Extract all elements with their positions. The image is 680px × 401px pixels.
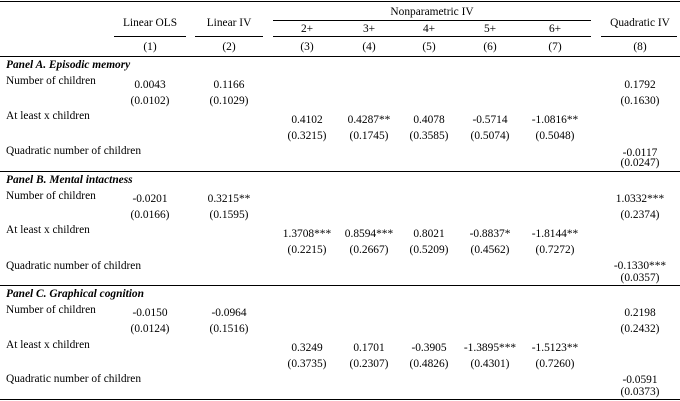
cell: 1.3708*** — [282, 228, 332, 240]
header-col8: Quadratic IV — [610, 17, 670, 29]
header-underline-sub — [273, 36, 591, 37]
cell-se: (0.0357) — [620, 272, 660, 284]
cell-se: (0.2307) — [349, 358, 389, 370]
cell: -0.3905 — [411, 342, 447, 354]
cell-se: (0.0124) — [130, 323, 170, 335]
header-underline-col8 — [601, 36, 677, 37]
panel-c-title: Panel C. Graphical cognition — [6, 288, 144, 300]
cell: -1.3895*** — [463, 342, 517, 354]
cell: 0.3249 — [291, 342, 323, 354]
cell: -0.0117 — [622, 147, 658, 159]
cell-se: (0.1630) — [620, 95, 660, 107]
cell-se: (0.2374) — [620, 209, 660, 221]
cell-se: (0.0102) — [130, 95, 170, 107]
cell-se: (0.4562) — [470, 244, 510, 256]
header-sub-2plus: 2+ — [300, 23, 314, 35]
header-num-8: (8) — [633, 41, 647, 53]
row-label: Number of children — [6, 75, 96, 87]
header-sub-4plus: 4+ — [422, 23, 436, 35]
cell-se: (0.1745) — [349, 130, 389, 142]
cell-se: (0.7272) — [535, 244, 575, 256]
cell-se: (0.3585) — [409, 130, 449, 142]
row-label: At least x children — [6, 110, 90, 122]
cell: 0.3215** — [207, 193, 251, 205]
cell: -1.0816** — [531, 114, 579, 126]
header-underline-col2 — [195, 36, 263, 37]
header-bottom-rule — [0, 56, 680, 57]
row-label: At least x children — [6, 224, 90, 236]
cell: 0.2198 — [624, 307, 656, 319]
row-label: Number of children — [6, 190, 96, 202]
cell-se: (0.1029) — [209, 95, 249, 107]
header-col1: Linear OLS — [122, 17, 178, 29]
cell: -0.1330*** — [613, 260, 667, 272]
cell: -1.8144** — [531, 228, 579, 240]
cell: -0.5714 — [472, 114, 508, 126]
header-underline-nonparametric — [273, 20, 591, 21]
header-num-7: (7) — [548, 41, 562, 53]
cell-se: (0.1595) — [209, 209, 249, 221]
cell-se: (0.2667) — [349, 244, 389, 256]
cell: 1.0332*** — [615, 193, 665, 205]
header-nonparametric: Nonparametric IV — [390, 6, 474, 18]
header-num-6: (6) — [483, 41, 497, 53]
row-label: Quadratic number of children — [6, 145, 142, 157]
header-num-5: (5) — [422, 41, 436, 53]
cell-se: (0.7260) — [535, 358, 575, 370]
cell-se: (0.2215) — [287, 244, 327, 256]
row-label: At least x children — [6, 339, 90, 351]
cell: 0.8021 — [413, 228, 445, 240]
panel-b-title: Panel B. Mental intactness — [6, 174, 133, 186]
cell: 0.8594*** — [344, 228, 394, 240]
cell-se: (0.0373) — [620, 386, 660, 398]
header-underline-col1 — [114, 36, 186, 37]
header-num-2: (2) — [222, 41, 236, 53]
cell-se: (0.0247) — [620, 157, 660, 169]
cell-se: (0.5048) — [535, 130, 575, 142]
cell-se: (0.5074) — [470, 130, 510, 142]
header-sub-3plus: 3+ — [362, 23, 376, 35]
cell-se: (0.3215) — [287, 130, 327, 142]
header-num-4: (4) — [362, 41, 376, 53]
header-sub-5plus: 5+ — [483, 23, 497, 35]
cell: -0.0150 — [132, 307, 168, 319]
cell-se: (0.3735) — [287, 358, 327, 370]
header-sub-6plus: 6+ — [548, 23, 562, 35]
cell-se: (0.2432) — [620, 323, 660, 335]
cell: 0.4287** — [347, 114, 391, 126]
cell-se: (0.1516) — [209, 323, 249, 335]
cell-se: (0.5209) — [409, 244, 449, 256]
header-num-1: (1) — [143, 41, 157, 53]
cell: 0.4078 — [413, 114, 445, 126]
panel-separator-c — [0, 285, 680, 286]
row-label: Quadratic number of children — [6, 260, 142, 272]
panel-a-title: Panel A. Episodic memory — [6, 59, 131, 71]
cell: 0.0043 — [134, 79, 166, 91]
cell: -0.0964 — [211, 307, 247, 319]
top-rule — [0, 1, 680, 2]
cell: 0.4102 — [291, 114, 323, 126]
row-label: Quadratic number of children — [6, 373, 142, 385]
cell: -1.5123** — [531, 342, 579, 354]
panel-separator-b — [0, 171, 680, 172]
cell-se: (0.4826) — [409, 358, 449, 370]
cell: -0.8837* — [469, 228, 511, 240]
cell: 0.1166 — [213, 79, 245, 91]
cell: 0.1701 — [353, 342, 385, 354]
header-col2: Linear IV — [206, 17, 252, 29]
cell-se: (0.4301) — [470, 358, 510, 370]
row-label: Number of children — [6, 304, 96, 316]
bottom-rule — [0, 399, 680, 400]
cell: -0.0591 — [622, 374, 658, 386]
cell: 0.1792 — [624, 79, 656, 91]
cell-se: (0.0166) — [130, 209, 170, 221]
header-num-3: (3) — [300, 41, 314, 53]
cell: -0.0201 — [132, 193, 168, 205]
